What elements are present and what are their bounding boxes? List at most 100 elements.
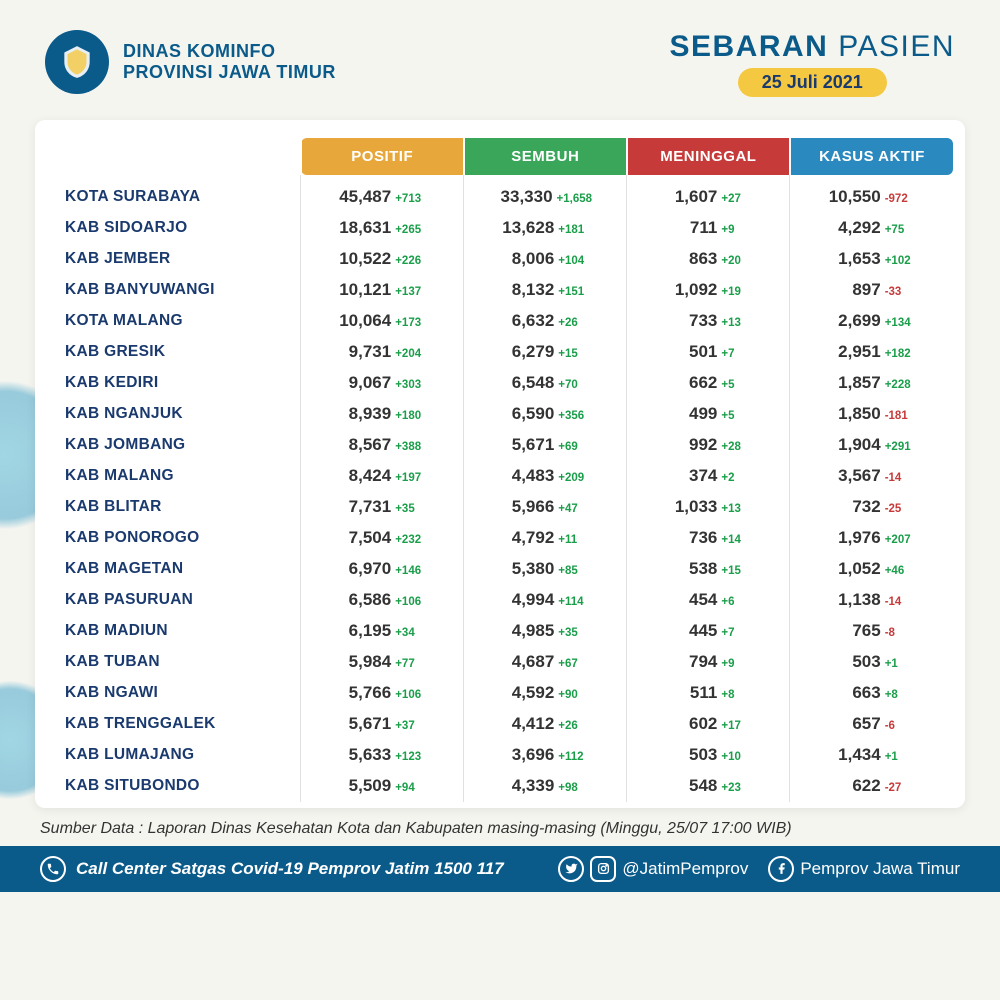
region-name: KAB PONOROGO [47, 523, 301, 554]
delta: +713 [395, 193, 427, 205]
data-table-container: POSITIF SEMBUH MENINGGAL KASUS AKTIF KOT… [35, 120, 965, 808]
value: 1,607 [663, 187, 717, 207]
delta: +69 [558, 441, 590, 453]
data-cell: 548+23 [627, 771, 790, 802]
data-cell: 1,607+27 [627, 175, 790, 213]
delta: +26 [558, 720, 590, 732]
delta: +77 [395, 658, 427, 670]
social-twitter: @JatimPemprov [558, 856, 748, 882]
data-cell: 5,380+85 [464, 554, 627, 585]
value: 8,424 [337, 466, 391, 486]
value: 1,857 [827, 373, 881, 393]
delta: +197 [395, 472, 427, 484]
value: 4,292 [827, 218, 881, 238]
value: 733 [663, 311, 717, 331]
data-cell: 501+7 [627, 337, 790, 368]
delta: +102 [885, 255, 917, 267]
phone-icon [40, 856, 66, 882]
value: 9,731 [337, 342, 391, 362]
value: 8,132 [500, 280, 554, 300]
delta: +34 [395, 627, 427, 639]
data-cell: 445+7 [627, 616, 790, 647]
value: 1,653 [827, 249, 881, 269]
data-cell: 1,138-14 [790, 585, 953, 616]
facebook-text: Pemprov Jawa Timur [800, 859, 960, 879]
value: 499 [663, 404, 717, 424]
value: 1,052 [827, 559, 881, 579]
data-cell: 499+5 [627, 399, 790, 430]
table-row: KAB TRENGGALEK5,671+374,412+26602+17657-… [47, 709, 953, 740]
delta: +26 [558, 317, 590, 329]
header-right: SEBARAN PASIEN 25 Juli 2021 [669, 30, 955, 97]
delta: +226 [395, 255, 427, 267]
value: 602 [663, 714, 717, 734]
value: 4,985 [500, 621, 554, 641]
value: 736 [663, 528, 717, 548]
value: 4,792 [500, 528, 554, 548]
region-name: KAB JOMBANG [47, 430, 301, 461]
data-cell: 602+17 [627, 709, 790, 740]
delta: +173 [395, 317, 427, 329]
data-cell: 711+9 [627, 213, 790, 244]
value: 1,904 [827, 435, 881, 455]
header: DINAS KOMINFO PROVINSI JAWA TIMUR SEBARA… [0, 0, 1000, 112]
table-row: KAB TUBAN5,984+774,687+67794+9503+1 [47, 647, 953, 678]
delta: +11 [558, 534, 590, 546]
value: 5,671 [500, 435, 554, 455]
delta: +134 [885, 317, 917, 329]
table-row: KAB SIDOARJO18,631+26513,628+181711+94,2… [47, 213, 953, 244]
org-line-1: DINAS KOMINFO [123, 41, 336, 62]
data-cell: 9,067+303 [301, 368, 464, 399]
source-text: Sumber Data : Laporan Dinas Kesehatan Ko… [0, 808, 1000, 846]
region-name: KAB NGAWI [47, 678, 301, 709]
data-cell: 1,850-181 [790, 399, 953, 430]
delta: +232 [395, 534, 427, 546]
value: 4,592 [500, 683, 554, 703]
instagram-icon [590, 856, 616, 882]
delta: +204 [395, 348, 427, 360]
social-facebook: Pemprov Jawa Timur [768, 856, 960, 882]
value: 992 [663, 435, 717, 455]
province-logo-icon [45, 30, 109, 94]
data-cell: 2,951+182 [790, 337, 953, 368]
value: 45,487 [337, 187, 391, 207]
header-sembuh: SEMBUH [464, 138, 627, 175]
data-cell: 1,904+291 [790, 430, 953, 461]
data-cell: 1,434+1 [790, 740, 953, 771]
value: 7,504 [337, 528, 391, 548]
footer-left: Call Center Satgas Covid-19 Pemprov Jati… [40, 856, 504, 882]
data-cell: 10,550-972 [790, 175, 953, 213]
delta: +7 [721, 348, 753, 360]
region-name: KAB NGANJUK [47, 399, 301, 430]
delta: +7 [721, 627, 753, 639]
delta: +15 [558, 348, 590, 360]
value: 657 [827, 714, 881, 734]
data-cell: 18,631+265 [301, 213, 464, 244]
data-cell: 5,671+37 [301, 709, 464, 740]
delta: +47 [558, 503, 590, 515]
data-cell: 6,279+15 [464, 337, 627, 368]
delta: +106 [395, 596, 427, 608]
data-cell: 6,970+146 [301, 554, 464, 585]
value: 1,138 [827, 590, 881, 610]
data-cell: 657-6 [790, 709, 953, 740]
region-name: KOTA MALANG [47, 306, 301, 337]
delta: +8 [721, 689, 753, 701]
data-cell: 8,424 +197 [301, 461, 464, 492]
delta: +67 [558, 658, 590, 670]
value: 5,380 [500, 559, 554, 579]
value: 732 [827, 497, 881, 517]
data-cell: 7,504 +232 [301, 523, 464, 554]
data-cell: 8,567+388 [301, 430, 464, 461]
data-cell: 6,195+34 [301, 616, 464, 647]
data-cell: 1,033+13 [627, 492, 790, 523]
delta: +356 [558, 410, 590, 422]
value: 6,632 [500, 311, 554, 331]
data-cell: 733+13 [627, 306, 790, 337]
table-row: KAB JEMBER10,522+2268,006+104863+201,653… [47, 244, 953, 275]
value: 2,699 [827, 311, 881, 331]
value: 5,509 [337, 776, 391, 796]
delta: +19 [721, 286, 753, 298]
table-row: KAB SITUBONDO5,509+944,339+98548+23622-2… [47, 771, 953, 802]
data-cell: 5,966+47 [464, 492, 627, 523]
